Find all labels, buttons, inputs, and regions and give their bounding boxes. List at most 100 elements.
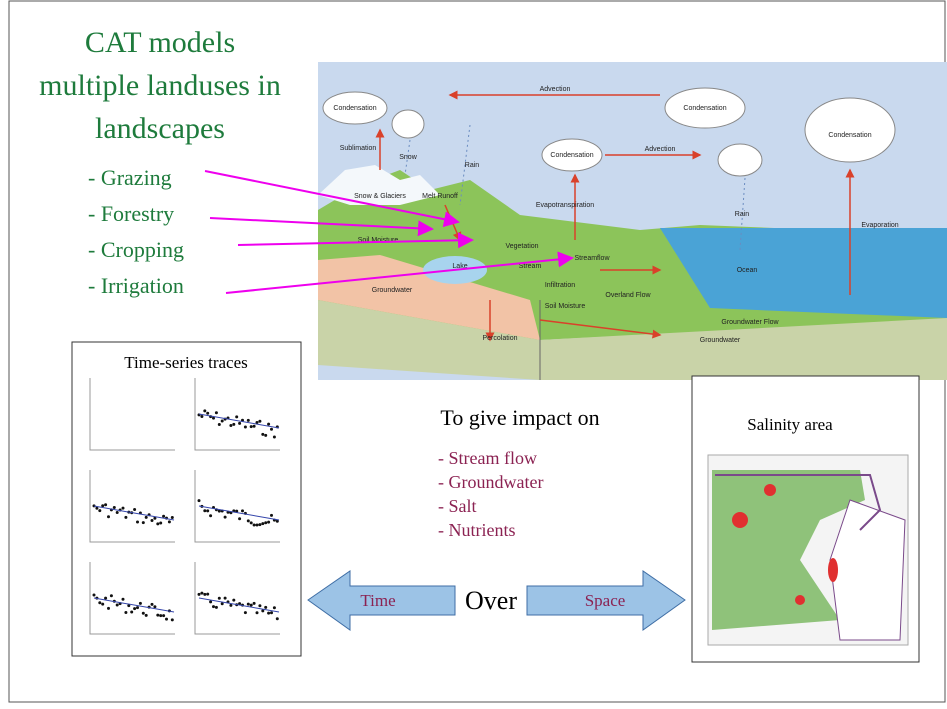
landuse-item: - Cropping [88,237,184,262]
over-label: Over [465,586,517,615]
mini-dot [258,604,261,607]
mini-dot [124,516,127,519]
mini-dot [133,508,136,511]
mini-dot [258,420,261,423]
diagram-label: Groundwater Flow [721,319,779,326]
mini-dot [116,511,119,514]
mini-dot [206,509,209,512]
mini-dot [104,503,107,506]
mini-dot [200,592,203,595]
mini-dot [98,601,101,604]
mini-dot [151,603,154,606]
mini-dot [162,515,165,518]
mini-dot [136,520,139,523]
mini-dot [159,521,162,524]
timeseries-panel [72,342,301,656]
mini-dot [267,612,270,615]
mini-dot [218,423,221,426]
mini-dot [261,433,264,436]
mini-dot [270,514,273,517]
mini-dot [153,605,156,608]
mini-dot [198,593,201,596]
diagram-label: Advection [645,146,676,153]
mini-dot [267,423,270,426]
mini-dot [142,521,145,524]
mini-dot [101,504,104,507]
mini-dot [238,517,241,520]
diagram-label: Snow & Glaciers [354,193,406,200]
mini-dot [130,611,133,614]
mini-dot [206,412,209,415]
impact-item: - Salt [438,496,477,516]
mini-dot [221,420,224,423]
diagram-label: Rain [465,162,480,169]
mini-dot [203,509,206,512]
salinity-map [708,455,908,645]
mini-dot [98,509,101,512]
diagram-label: Condensation [550,152,593,159]
title-line: CAT models [85,26,235,59]
diagram-label: Rain [735,211,750,218]
mini-dot [235,415,238,418]
timeseries-title: Time-series traces [124,353,248,372]
landuse-item: - Forestry [88,201,174,226]
diagram-label: Condensation [333,105,376,112]
mini-dot [273,435,276,438]
mini-dot [93,594,96,597]
mini-dot [270,428,273,431]
mini-dot [244,426,247,429]
mini-dot [250,604,253,607]
mini-dot [104,597,107,600]
time-label: Time [360,591,395,610]
diagram-label: Sublimation [340,145,377,152]
title-line: landscapes [95,112,225,145]
diagram-label: Overland Flow [605,292,651,299]
mini-dot [203,409,206,412]
mini-dot [229,424,232,427]
mini-dot [215,411,218,414]
diagram-label: Vegetation [505,243,538,250]
mini-dot [139,602,142,605]
mini-dot [198,499,201,502]
diagram-label: Snow [399,154,417,161]
mini-dot [168,520,171,523]
mini-dot [171,618,174,621]
landuse-item: - Grazing [88,165,172,190]
mini-dot [136,606,139,609]
diagram-label: Percolation [482,335,517,342]
impact-item: - Nutrients [438,520,515,540]
mini-dot [238,422,241,425]
impact-item: - Groundwater [438,472,543,492]
diagram-label: Streamflow [574,255,610,262]
salinity-title: Salinity area [747,415,833,434]
water-cycle-diagram [318,62,947,380]
impact-heading: To give impact on [440,405,599,430]
mini-dot [241,509,244,512]
mini-dot [171,516,174,519]
mini-dot [267,521,270,524]
mini-dot [124,611,127,614]
diagram-label: Condensation [683,105,726,112]
impact-item: - Stream flow [438,448,537,468]
mini-dot [206,593,209,596]
space-label: Space [585,591,626,610]
mini-dot [247,603,250,606]
mini-dot [145,614,148,617]
mini-dot [253,523,256,526]
mini-dot [133,607,136,610]
mini-dot [156,522,159,525]
diagram-label: Condensation [828,132,871,139]
mini-dot [209,514,212,517]
mini-dot [253,602,256,605]
mini-dot [95,507,98,510]
mini-dot [264,521,267,524]
mini-dot [244,611,247,614]
diagram-label: Ocean [737,267,758,274]
mini-dot [110,594,113,597]
mini-dot [113,506,116,509]
mini-dot [270,611,273,614]
mini-dot [224,516,227,519]
mini-dot [261,522,264,525]
mini-dot [200,415,203,418]
diagram-label: Groundwater [372,287,413,294]
